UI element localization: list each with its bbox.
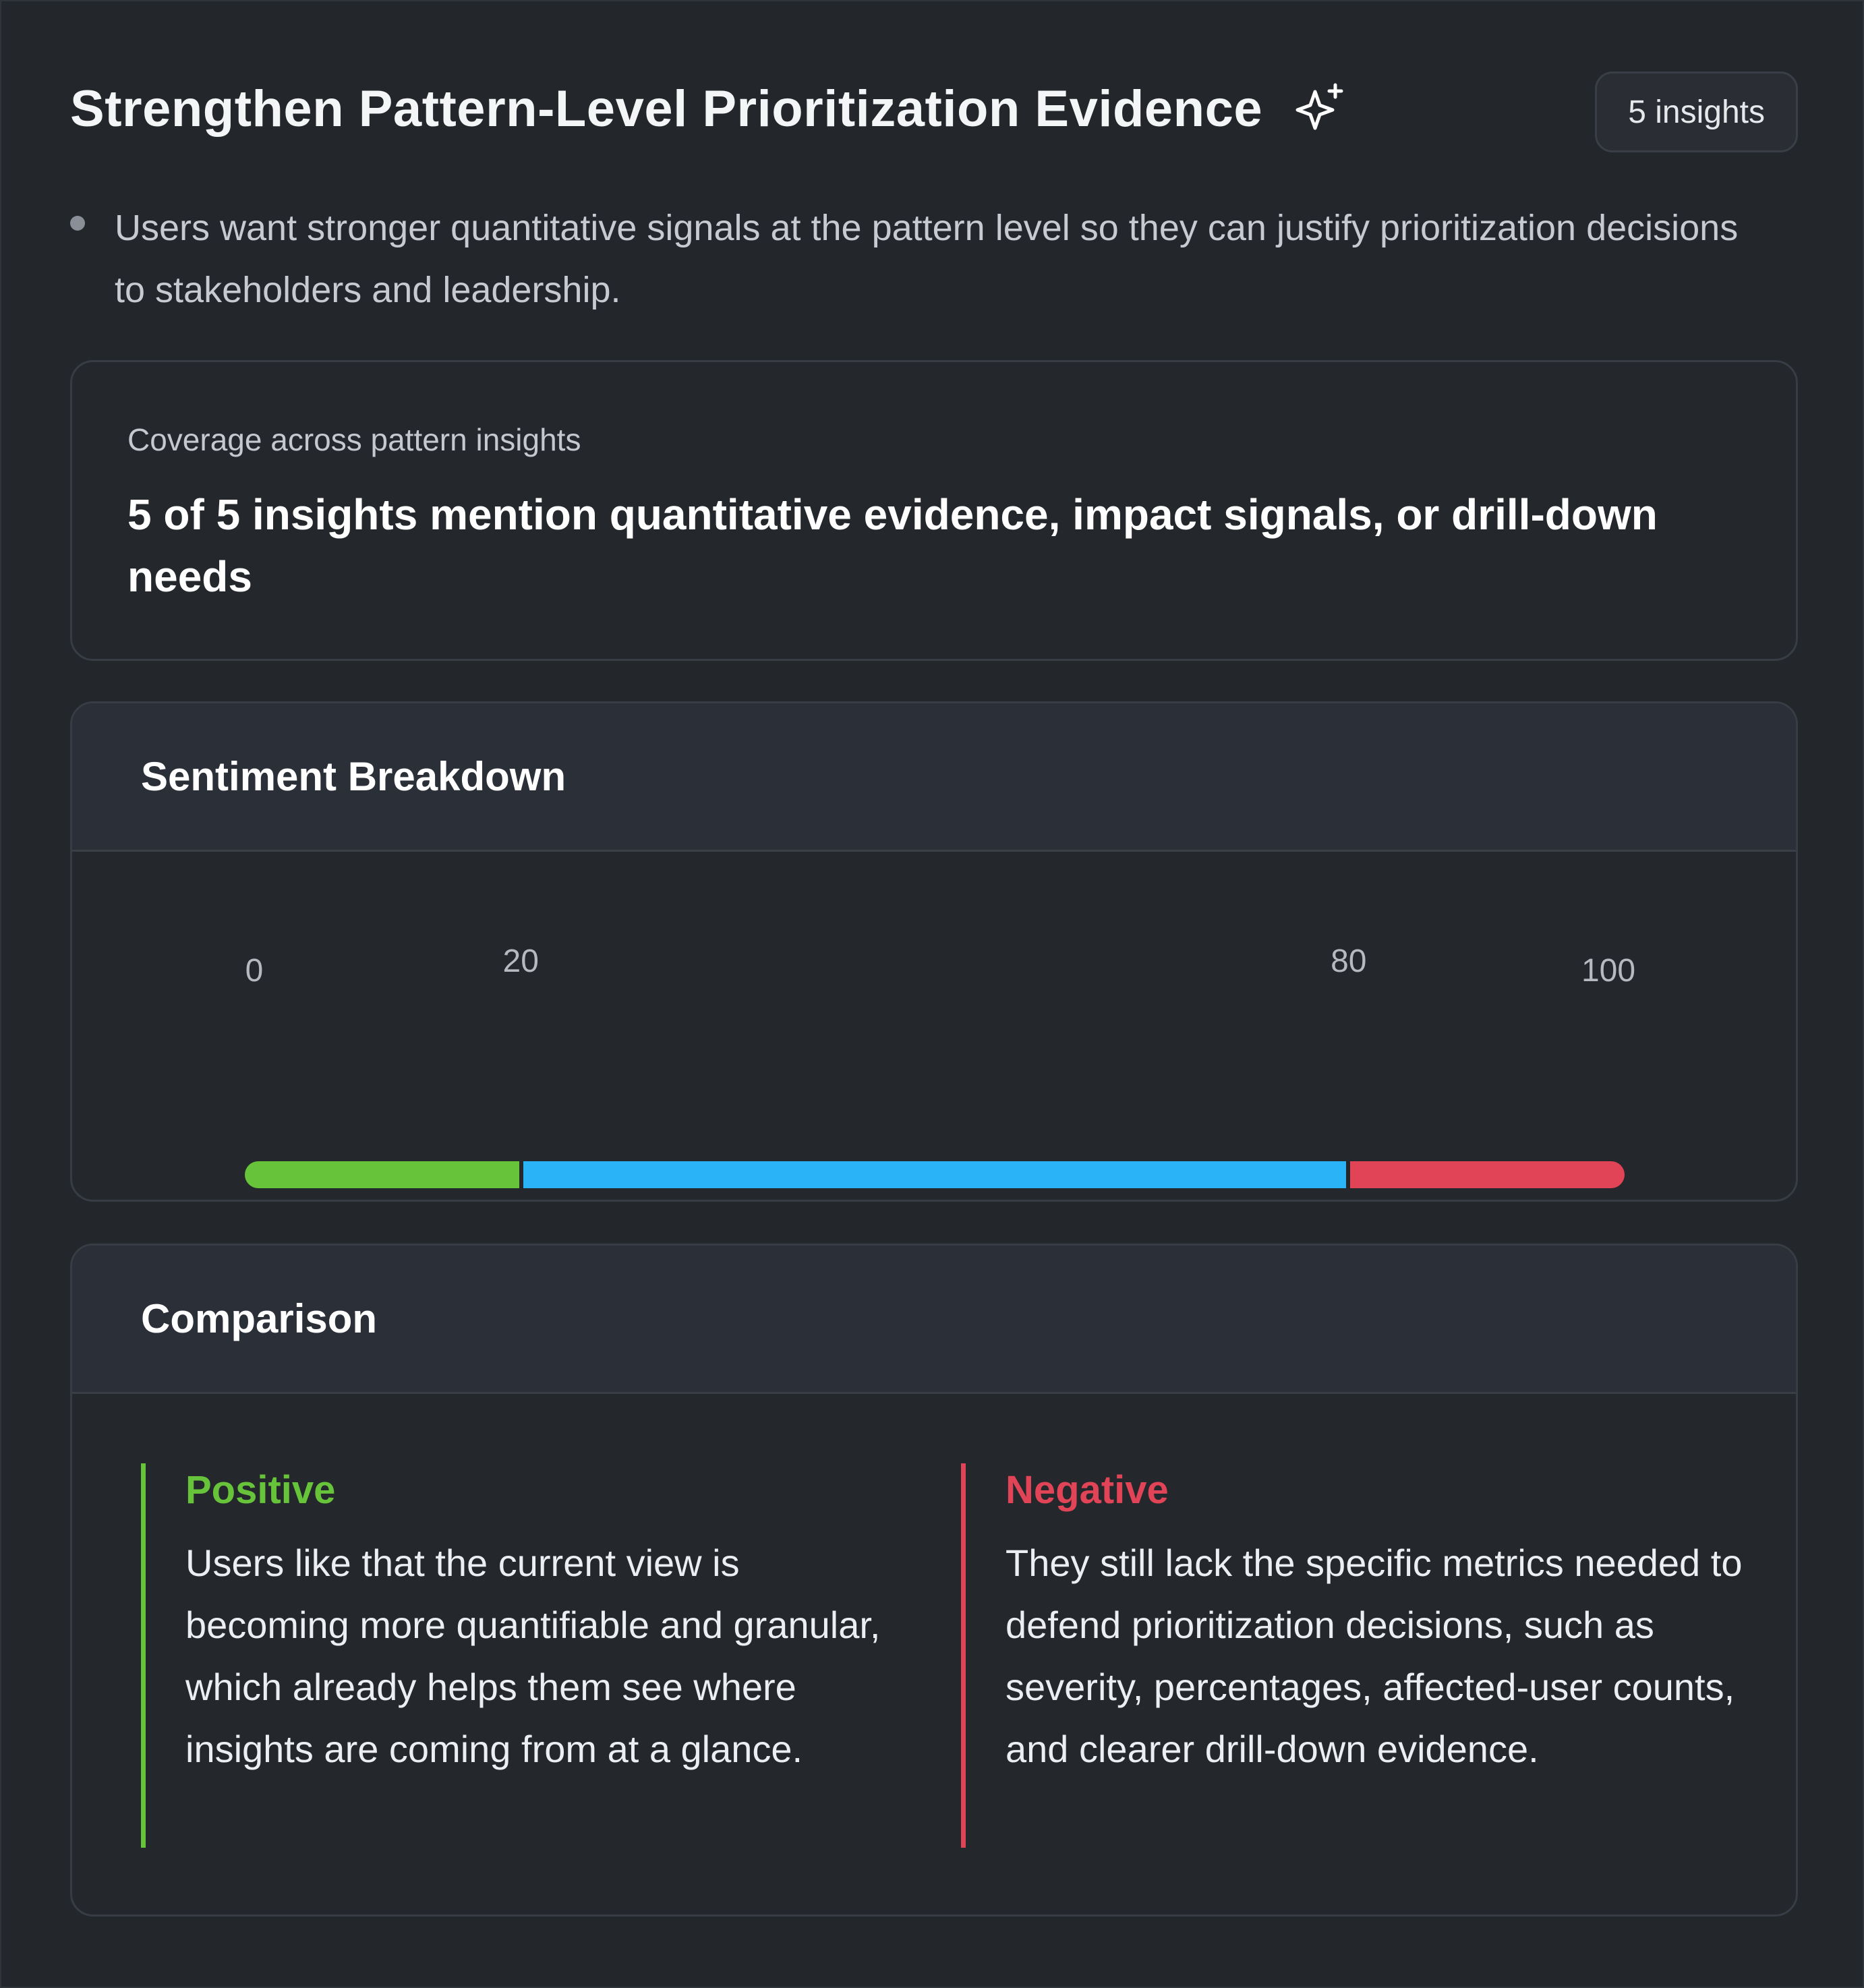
sentiment-card: Sentiment Breakdown Positive20%Neutral60… [70,701,1798,1202]
page-title: Strengthen Pattern-Level Prioritization … [70,80,1263,138]
x-tick-label: 80 [1331,943,1367,979]
bar-segment-negative [1350,1161,1625,1188]
positive-rule [141,1463,146,1848]
x-tick-label: 0 [245,953,264,989]
title-wrap: Strengthen Pattern-Level Prioritization … [70,80,1347,138]
negative-rule [961,1463,966,1848]
bullet-icon [70,216,85,231]
insights-count-badge: 5 insights [1595,71,1798,152]
comparison-columns: Positive Users like that the current vie… [72,1396,1796,1914]
bar-segment-positive [245,1161,519,1188]
coverage-value: 5 of 5 insights mention quantitative evi… [127,490,1658,601]
positive-column: Positive Users like that the current vie… [141,1463,910,1848]
header: Strengthen Pattern-Level Prioritization … [70,69,1798,156]
coverage-card: Coverage across pattern insights 5 of 5 … [70,360,1798,661]
summary: Users want stronger quantitative signals… [70,197,1743,321]
negative-column: Negative They still lack the specific me… [961,1463,1743,1848]
sentiment-title: Sentiment Breakdown [72,703,1796,852]
sentiment-bar [245,1161,1625,1188]
sparkle-icon [1293,82,1347,136]
summary-text: Users want stronger quantitative signals… [115,208,1739,310]
negative-text: They still lack the specific metrics nee… [1006,1542,1743,1770]
x-tick-label: 20 [502,943,539,979]
negative-label: Negative [1006,1468,1169,1512]
bar-segment-neutral [523,1161,1347,1188]
coverage-label: Coverage across pattern insights [127,422,581,457]
positive-label: Positive [185,1468,336,1512]
sentiment-chart: Positive20%Neutral60%Negative20% 0208010… [72,854,1796,1200]
positive-text: Users like that the current view is beco… [185,1542,881,1770]
comparison-title: Comparison [72,1246,1796,1394]
x-tick-label: 100 [1581,953,1636,989]
comparison-card: Comparison Positive Users like that the … [70,1244,1798,1917]
